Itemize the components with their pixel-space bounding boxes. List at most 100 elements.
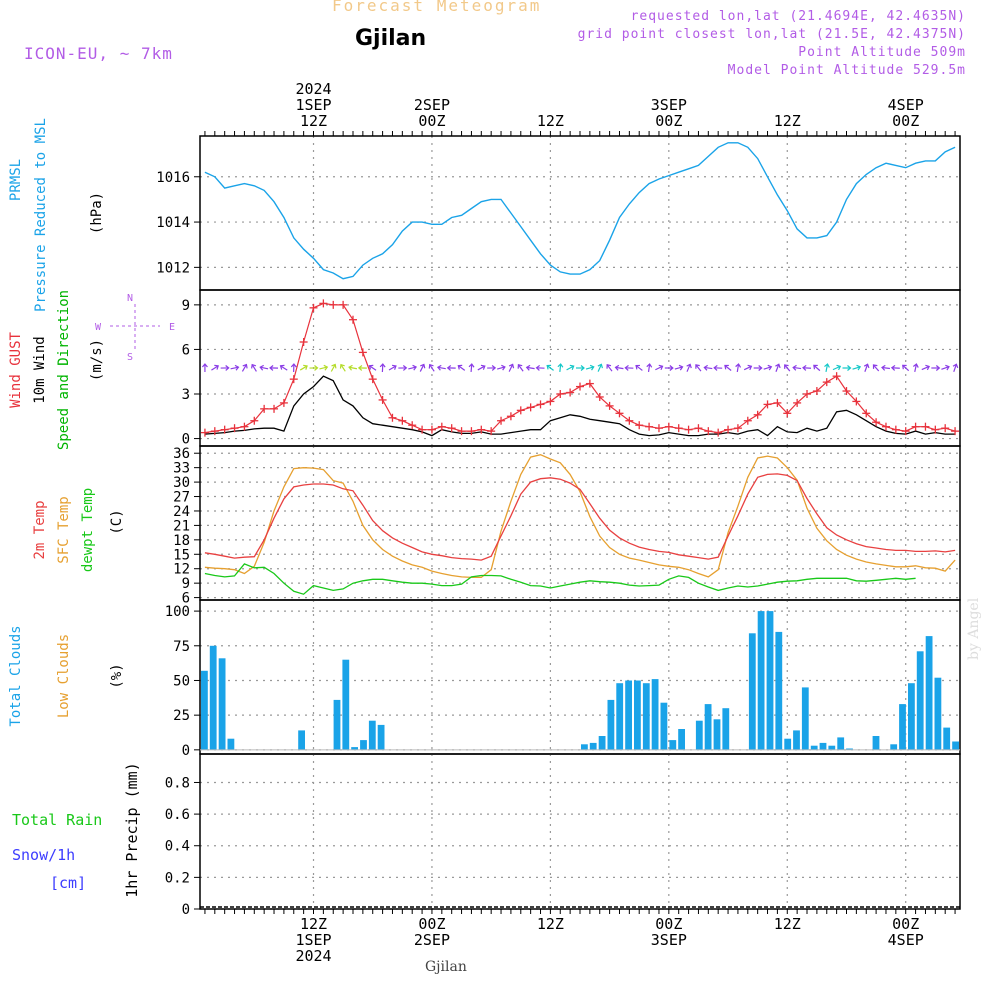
arrow-head	[348, 364, 353, 371]
wind-direction-arrow	[646, 363, 653, 373]
2m-temp-line	[204, 473, 956, 561]
arrow-head	[480, 364, 486, 370]
gust-marker	[654, 424, 663, 433]
cloud-bar	[801, 687, 809, 750]
gust-marker	[457, 427, 466, 436]
low-clouds-label: Low Clouds	[56, 634, 72, 718]
y-tick-label: 1016	[156, 170, 190, 186]
cloud-bar	[934, 677, 942, 750]
arrow-shaft	[330, 364, 336, 372]
pressure-line	[204, 142, 956, 280]
bottom-x-label: 4SEP	[888, 931, 924, 949]
wind-direction-arrow	[468, 363, 475, 373]
arrow-shaft	[517, 364, 524, 372]
cloud-bar	[298, 730, 305, 750]
arrow-head	[952, 363, 959, 369]
arrow-shaft	[585, 366, 594, 370]
y-tick-label: 75	[173, 639, 190, 655]
bottom-x-label: 12Z	[300, 915, 327, 933]
wind-direction-arrow	[517, 364, 524, 372]
gust-marker	[625, 416, 634, 425]
footer-location: Gjilan	[425, 959, 467, 975]
gust-marker	[250, 416, 259, 425]
gust-marker	[299, 338, 308, 346]
wind-direction-arrow	[436, 364, 446, 371]
arrow-head	[535, 364, 541, 371]
arrow-shaft	[647, 363, 651, 373]
arrow-head	[331, 363, 337, 369]
wind-direction-arrow	[576, 365, 585, 371]
wind-direction-arrow	[597, 363, 604, 372]
wind-direction-arrow	[784, 364, 791, 372]
wind-direction-arrow	[890, 364, 900, 371]
y-tick-label: 0.6	[165, 807, 190, 823]
arrow-head	[234, 364, 240, 371]
wind-direction-arrow	[695, 364, 702, 372]
arrow-head	[863, 363, 870, 369]
wind-direction-arrow	[487, 365, 497, 371]
gust-marker	[951, 427, 960, 436]
arrow-head	[339, 363, 345, 369]
arrow-shaft	[825, 363, 829, 373]
arrow-head	[695, 364, 700, 369]
cloud-bar	[227, 738, 235, 750]
wind-direction-arrow	[713, 364, 723, 371]
arrow-shaft	[470, 363, 473, 373]
gust-marker	[763, 400, 772, 409]
y-tick-label: 0	[182, 743, 190, 759]
arrow-head	[259, 364, 264, 371]
y-tick-label: 36	[173, 446, 190, 462]
arrow-head	[902, 364, 907, 370]
gust-marker	[427, 425, 436, 434]
gust-marker	[773, 398, 782, 407]
y-tick-label: 1012	[156, 260, 190, 276]
arrow-head	[446, 364, 452, 371]
arrow-shaft	[724, 365, 732, 371]
arrow-shaft	[559, 363, 562, 373]
arrow-head	[525, 364, 531, 371]
gust-marker	[319, 299, 328, 308]
gust-marker	[240, 422, 249, 431]
cloud-bar	[793, 730, 800, 750]
arrow-head	[391, 364, 397, 370]
arrow-head	[767, 364, 773, 371]
arrow-head	[614, 364, 620, 371]
arrow-shaft	[793, 366, 802, 370]
arrow-shaft	[743, 365, 752, 371]
y-tick-label: 3	[182, 387, 190, 403]
arrow-shaft	[655, 365, 663, 371]
arrow-head	[508, 363, 515, 369]
wind-direction-arrow	[792, 364, 802, 371]
forecast-title: Forecast Meteogram	[332, 0, 542, 15]
cloud-bar	[748, 633, 756, 750]
arrow-head	[290, 363, 297, 368]
y-tick-label: 27	[173, 490, 190, 506]
bottom-x-label: 2024	[295, 947, 331, 965]
wind-direction-arrow	[290, 363, 297, 373]
arrow-head	[881, 364, 886, 371]
arrow-head	[813, 364, 818, 370]
gust-marker	[881, 422, 890, 431]
total-clouds-label: Total Clouds	[8, 625, 24, 726]
arrow-shaft	[674, 366, 683, 370]
cloud-bar	[377, 724, 385, 750]
cloud-bar	[651, 679, 659, 750]
bottom-x-label: 3SEP	[651, 931, 687, 949]
wind-direction-arrow	[508, 363, 515, 372]
cloud-bar	[925, 636, 933, 750]
cloud-bar	[775, 631, 783, 750]
wind-direction-arrow	[832, 364, 842, 371]
arrow-shaft	[429, 364, 435, 372]
gust-marker	[793, 398, 802, 407]
cloud-bar	[342, 659, 350, 750]
gust-marker	[516, 406, 525, 415]
arrow-head	[457, 364, 463, 370]
wind-direction-arrow	[319, 364, 329, 371]
y-tick-label: 15	[173, 547, 190, 563]
wind-direction-arrow	[251, 363, 257, 372]
dewpt-line	[204, 563, 916, 595]
y-tick-label: 0.8	[165, 775, 190, 791]
cloud-bar	[819, 742, 827, 750]
